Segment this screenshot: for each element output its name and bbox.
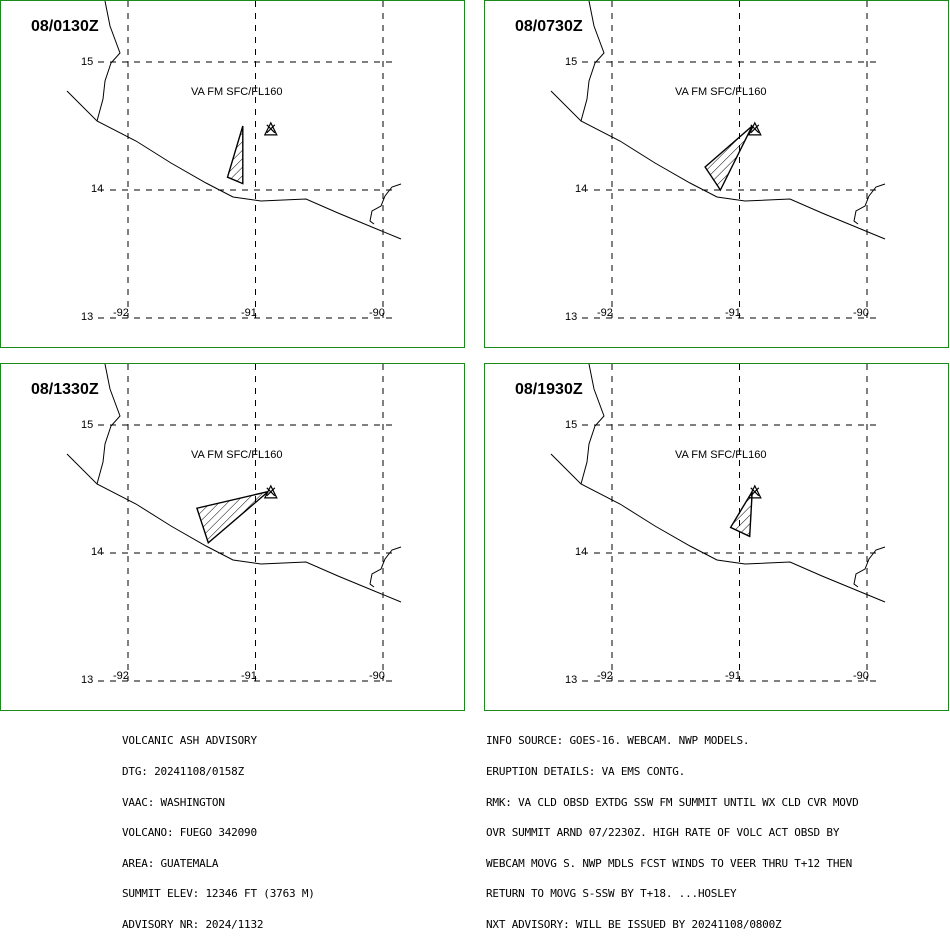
advisory-line: VAAC: WASHINGTON: [122, 795, 225, 809]
panel-time: 08/0730Z: [515, 18, 583, 35]
lon-label-90: -90: [369, 670, 385, 682]
panel-ash-label: VA FM SFC/FL160: [675, 86, 767, 98]
panel-time: 08/1930Z: [515, 381, 583, 398]
lon-label-91: -91: [725, 307, 741, 319]
advisory-line: WEBCAM MOVG S. NWP MDLS FCST WINDS TO VE…: [486, 856, 853, 870]
lat-label-14: 14: [91, 546, 104, 558]
volcano-icon: [747, 484, 762, 499]
advisory-header-block: VOLCANIC ASH ADVISORY DTG: 20241108/0158…: [122, 716, 315, 940]
lon-label-91: -91: [725, 670, 741, 682]
lon-label-90: -90: [369, 307, 385, 319]
advisory-remarks-block: INFO SOURCE: GOES-16. WEBCAM. NWP MODELS…: [486, 716, 859, 940]
volcano-icon: [747, 121, 762, 136]
forecast-panel-0130z: 08/0130Z VA FM SFC/FL160 15 14 13 -92 -9…: [0, 0, 465, 348]
coastline: [66, 90, 402, 240]
advisory-line: INFO SOURCE: GOES-16. WEBCAM. NWP MODELS…: [486, 734, 750, 748]
advisory-line: VOLCANO: FUEGO 342090: [122, 826, 257, 840]
advisory-line: AREA: GUATEMALA: [122, 856, 219, 870]
coastline: [66, 453, 402, 603]
lon-label-92: -92: [597, 307, 613, 319]
forecast-panel-1330z: 08/1330Z VA FM SFC/FL160 15 14 13 -92 -9…: [0, 363, 465, 711]
lat-label-15: 15: [81, 419, 94, 431]
advisory-line: SUMMIT ELEV: 12346 FT (3763 M): [122, 887, 315, 901]
advisory-line: ERUPTION DETAILS: VA EMS CONTG.: [486, 765, 686, 778]
ash-cloud-polygon: [704, 125, 753, 192]
advisory-line: ADVISORY NR: 2024/1132: [122, 917, 264, 931]
forecast-panel-0730z: 08/0730Z VA FM SFC/FL160 15 14 13 -92 -9…: [484, 0, 949, 348]
volcano-icon: [263, 121, 278, 136]
border-north: [96, 1, 121, 122]
panel-time: 08/1330Z: [31, 381, 99, 398]
volcano-icon: [266, 124, 276, 134]
lat-label-13: 13: [565, 674, 578, 686]
lat-label-14: 14: [91, 183, 104, 195]
border-east: [853, 546, 886, 588]
advisory-line: RETURN TO MOVG S-SSW BY T+18. ...HOSLEY: [486, 887, 737, 901]
lat-label-14: 14: [575, 183, 588, 195]
border-north: [96, 364, 121, 485]
lon-label-90: -90: [853, 307, 869, 319]
lat-label-14: 14: [575, 546, 588, 558]
volcano-icon: [266, 487, 276, 497]
lat-label-13: 13: [81, 674, 94, 686]
panel-ash-label: VA FM SFC/FL160: [675, 449, 767, 461]
border-east: [853, 183, 886, 225]
border-east: [369, 183, 402, 225]
panel-ash-label: VA FM SFC/FL160: [191, 449, 283, 461]
lon-label-91: -91: [241, 307, 257, 319]
lat-label-15: 15: [565, 419, 578, 431]
lat-label-15: 15: [565, 56, 578, 68]
advisory-line: VOLCANIC ASH ADVISORY: [122, 734, 257, 748]
map-canvas: [550, 364, 886, 682]
volcano-icon: [263, 484, 278, 499]
lon-label-92: -92: [113, 670, 129, 682]
advisory-line: NXT ADVISORY: WILL BE ISSUED BY 20241108…: [486, 917, 782, 931]
border-east: [369, 546, 402, 588]
coastline: [550, 453, 886, 603]
coastline: [550, 90, 886, 240]
border-north: [580, 364, 605, 485]
volcano-icon: [750, 487, 760, 497]
ash-cloud-polygon: [729, 491, 753, 538]
lat-label-13: 13: [81, 311, 94, 323]
map-canvas: [66, 1, 402, 319]
map-canvas: [66, 364, 402, 682]
lon-label-91: -91: [241, 670, 257, 682]
lat-label-15: 15: [81, 56, 94, 68]
advisory-line: DTG: 20241108/0158Z: [122, 765, 245, 778]
advisory-line: RMK: VA CLD OBSD EXTDG SSW FM SUMMIT UNT…: [486, 795, 859, 809]
panel-ash-label: VA FM SFC/FL160: [191, 86, 283, 98]
map-canvas: [550, 1, 886, 319]
border-north: [580, 1, 605, 122]
lon-label-92: -92: [597, 670, 613, 682]
lon-label-90: -90: [853, 670, 869, 682]
forecast-panel-1930z: 08/1930Z VA FM SFC/FL160 15 14 13 -92 -9…: [484, 363, 949, 711]
advisory-line: OVR SUMMIT ARND 07/2230Z. HIGH RATE OF V…: [486, 826, 840, 840]
lon-label-92: -92: [113, 307, 129, 319]
panel-time: 08/0130Z: [31, 18, 99, 35]
lat-label-13: 13: [565, 311, 578, 323]
ash-cloud-polygon: [226, 125, 244, 185]
volcano-icon: [750, 124, 760, 134]
ash-cloud-polygon: [195, 490, 269, 545]
